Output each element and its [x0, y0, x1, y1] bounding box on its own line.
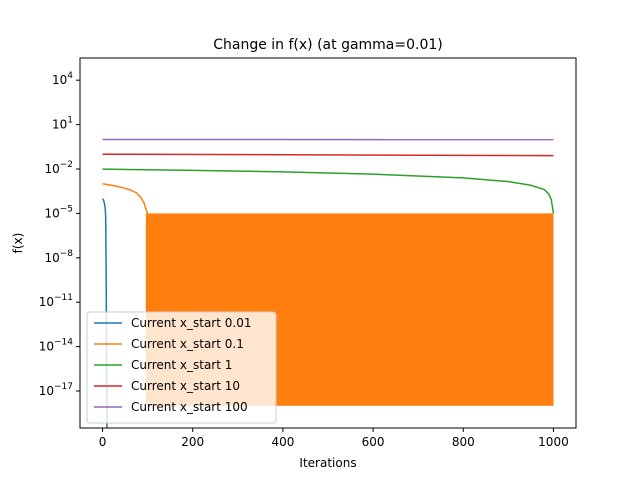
- x-tick-label: 400: [271, 435, 294, 449]
- y-tick-label: 10−8: [44, 249, 73, 265]
- plot-frame: [79, 57, 577, 429]
- y-axis-label: f(x): [11, 233, 25, 254]
- legend-label: Current x_start 1: [131, 358, 232, 372]
- y-tick-label: 10−2: [44, 160, 73, 176]
- legend-label: Current x_start 0.1: [131, 337, 244, 351]
- legend-label: Current x_start 100: [131, 400, 248, 414]
- y-tick-label: 10−14: [39, 338, 74, 354]
- series-4: [102, 153, 554, 157]
- x-tick-label: 600: [362, 435, 385, 449]
- x-axis-label: Iterations: [299, 456, 356, 470]
- x-tick-label: 1000: [538, 435, 569, 449]
- legend: Current x_start 0.01 Current x_start 0.1 C…: [86, 311, 277, 424]
- legend-label: Current x_start 10: [131, 379, 240, 393]
- x-tick-label: 0: [99, 435, 107, 449]
- legend-box: [86, 311, 277, 424]
- chart-title: Change in f(x) (at gamma=0.01): [213, 37, 443, 53]
- series-line: [102, 153, 554, 157]
- series-line: [102, 168, 555, 214]
- y-tick-label: 101: [52, 116, 73, 132]
- y-tick-label: 10−11: [39, 293, 73, 309]
- x-tick-label: 800: [452, 435, 475, 449]
- x-axis: 0 200 400 600 800 1000: [99, 428, 569, 449]
- y-tick-label: 104: [52, 71, 73, 87]
- series-3: [102, 168, 555, 214]
- x-tick-label: 200: [181, 435, 204, 449]
- y-axis: 10−17 10−14 10−11 10−8 10−5 10−2 101 104: [39, 71, 80, 398]
- series-line: [102, 183, 149, 214]
- y-tick-label: 10−5: [44, 204, 73, 220]
- y-tick-label: 10−17: [39, 382, 73, 398]
- legend-label: Current x_start 0.01: [131, 316, 251, 330]
